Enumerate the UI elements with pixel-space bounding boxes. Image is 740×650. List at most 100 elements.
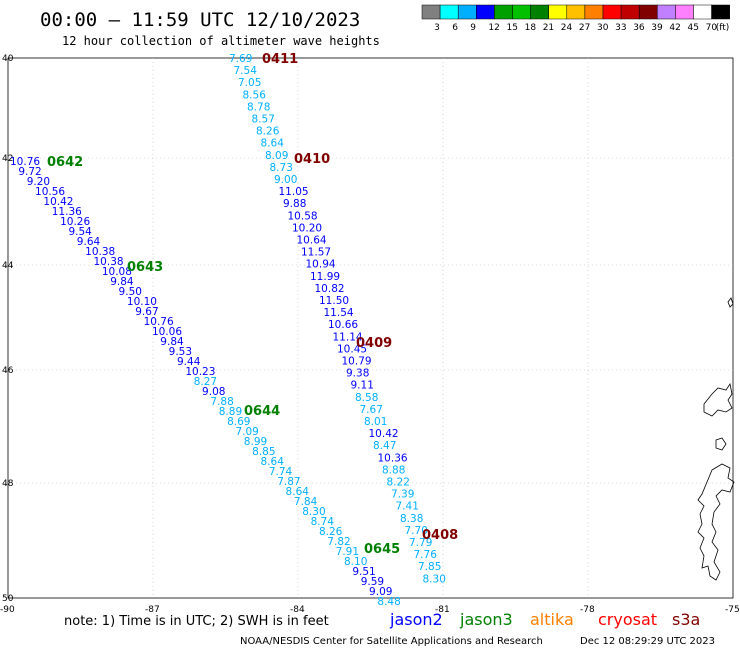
swh-value-left: 10.08 bbox=[102, 266, 132, 278]
swh-value-right: 8.09 bbox=[265, 150, 288, 162]
swh-value-right: 11.05 bbox=[279, 186, 309, 198]
swh-value-right: 8.30 bbox=[423, 573, 446, 585]
swh-value-left: 8.74 bbox=[311, 516, 335, 528]
swh-value-right: 11.14 bbox=[333, 331, 363, 343]
swh-value-right: 11.99 bbox=[310, 271, 340, 283]
pass-time-label: 0645 bbox=[364, 542, 400, 557]
footer-credit: NOAA/NESDIS Center for Satellite Applica… bbox=[240, 636, 543, 647]
scale-swatch bbox=[548, 4, 568, 20]
lat-label: 42 bbox=[2, 154, 13, 164]
scale-swatch bbox=[584, 4, 604, 20]
swh-value-right: 9.11 bbox=[351, 380, 374, 392]
scale-label: 6 bbox=[452, 23, 458, 33]
pass-time-labels: 0411 0410 0409 0408 0642 0643 0644 0645 bbox=[47, 52, 458, 557]
swh-value-left: 8.64 bbox=[286, 486, 310, 498]
swh-value-right: 8.88 bbox=[382, 464, 405, 476]
swh-value-left: 10.06 bbox=[152, 326, 182, 338]
lon-label: -78 bbox=[580, 605, 595, 615]
scale-swatch bbox=[530, 4, 549, 20]
swh-value-left: 9.44 bbox=[177, 356, 201, 368]
swh-value-right: 7.76 bbox=[414, 549, 438, 561]
scale-label: 36 bbox=[633, 23, 645, 33]
scale-label: 42 bbox=[669, 23, 680, 33]
satellite-name: jason2 bbox=[389, 610, 443, 629]
swh-value-right: 7.79 bbox=[409, 537, 432, 549]
swh-value-left: 8.10 bbox=[344, 556, 367, 568]
swh-value-right: 9.38 bbox=[346, 368, 369, 380]
swh-value-left: 9.84 bbox=[160, 336, 184, 348]
scale-label: 45 bbox=[688, 23, 699, 33]
swh-value-right: 10.20 bbox=[292, 222, 322, 234]
swh-value-right: 7.54 bbox=[234, 65, 258, 77]
pass-time-label: 0409 bbox=[356, 336, 392, 351]
scale-swatch bbox=[421, 4, 441, 20]
swh-value-right: 10.64 bbox=[297, 235, 327, 247]
scale-label: 27 bbox=[579, 23, 590, 33]
coastline bbox=[697, 297, 735, 581]
lat-label: 48 bbox=[2, 479, 14, 489]
swh-value-right: 9.88 bbox=[283, 198, 306, 210]
swh-value-left: 9.54 bbox=[68, 226, 92, 238]
swh-value-right: 10.94 bbox=[306, 259, 336, 271]
scale-swatch bbox=[711, 4, 730, 20]
swh-value-left: 9.09 bbox=[369, 586, 392, 598]
swh-value-left: 8.69 bbox=[227, 416, 250, 428]
scale-label: 3 bbox=[434, 23, 440, 33]
swh-value-left: 11.36 bbox=[52, 206, 82, 218]
lon-label: -81 bbox=[435, 605, 450, 615]
pass-time-label: 0411 bbox=[262, 52, 298, 67]
page-subtitle: 12 hour collection of altimeter wave hei… bbox=[62, 34, 380, 48]
satellite-name: jason3 bbox=[459, 610, 513, 629]
scale-swatch bbox=[439, 4, 459, 20]
swh-value-right: 9.00 bbox=[274, 174, 297, 186]
swh-value-left: 8.26 bbox=[319, 526, 343, 538]
wave-height-values: 10.769.729.2010.5610.4211.3610.269.549.6… bbox=[10, 53, 446, 608]
lon-label: -90 bbox=[0, 605, 15, 615]
satellite-legend: jason2 jason3 altika cryosat s3a bbox=[389, 610, 700, 629]
swh-value-right: 11.57 bbox=[301, 247, 331, 259]
swh-value-right: 8.56 bbox=[243, 89, 267, 101]
swh-value-left: 8.64 bbox=[261, 456, 285, 468]
swh-value-right: 11.50 bbox=[319, 295, 349, 307]
swh-value-right: 8.58 bbox=[355, 392, 378, 404]
swh-value-left: 10.76 bbox=[10, 156, 40, 168]
swh-value-left: 7.88 bbox=[210, 396, 233, 408]
swh-value-right: 8.47 bbox=[373, 440, 396, 452]
swh-value-right: 7.85 bbox=[418, 561, 441, 573]
page-title: 00:00 — 11:59 UTC 12/10/2023 bbox=[40, 9, 360, 31]
pass-time-label: 0408 bbox=[422, 528, 458, 543]
swh-value-right: 8.01 bbox=[364, 416, 387, 428]
pass-time-label: 0642 bbox=[47, 155, 83, 170]
lat-label: 50 bbox=[2, 594, 14, 604]
scale-label: 39 bbox=[651, 23, 663, 33]
swh-value-left: 10.76 bbox=[144, 316, 174, 328]
swh-value-left: 8.48 bbox=[377, 596, 400, 608]
scale-label: 18 bbox=[525, 23, 537, 33]
scale-label: 70 bbox=[706, 23, 718, 33]
scale-label: 21 bbox=[543, 23, 554, 33]
swh-value-left: 7.84 bbox=[294, 496, 318, 508]
lat-label: 44 bbox=[2, 261, 14, 271]
lat-label: 40 bbox=[2, 54, 14, 64]
swh-value-right: 8.26 bbox=[256, 126, 280, 138]
swh-value-left: 9.67 bbox=[135, 306, 158, 318]
swh-value-left: 9.20 bbox=[27, 176, 50, 188]
swh-value-left: 10.42 bbox=[43, 196, 73, 208]
swh-value-left: 7.09 bbox=[235, 426, 258, 438]
scale-swatch bbox=[657, 4, 676, 20]
swh-value-right: 10.58 bbox=[288, 210, 318, 222]
swh-value-right: 8.57 bbox=[252, 114, 275, 126]
swh-value-right: 10.79 bbox=[342, 356, 372, 368]
swh-value-left: 10.38 bbox=[94, 256, 124, 268]
swh-value-left: 8.85 bbox=[252, 446, 275, 458]
swh-value-left: 9.72 bbox=[18, 166, 41, 178]
swh-value-right: 7.69 bbox=[229, 53, 252, 65]
scale-swatch bbox=[693, 4, 712, 20]
satellite-name: s3a bbox=[672, 610, 700, 629]
swh-value-left: 10.23 bbox=[185, 366, 215, 378]
lat-label: 46 bbox=[2, 366, 14, 376]
scale-unit: (ft) bbox=[716, 23, 730, 33]
swh-value-left: 7.82 bbox=[327, 536, 350, 548]
lon-label: -87 bbox=[145, 605, 160, 615]
pass-time-label: 0410 bbox=[294, 152, 330, 167]
